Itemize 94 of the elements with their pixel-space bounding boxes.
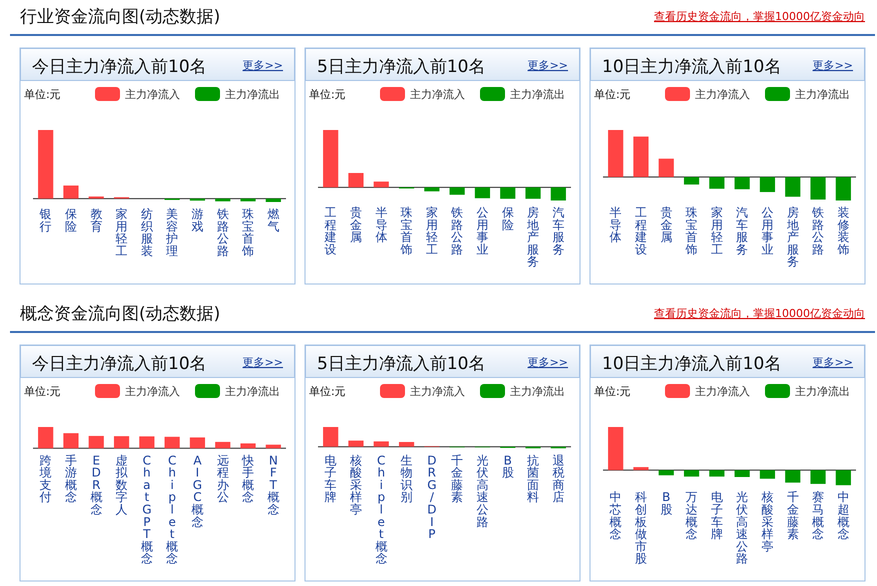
x-tick-label: 家用轻工 — [116, 207, 128, 258]
x-tick-label: 珠宝首饰 — [684, 206, 698, 256]
x-tick-label: 虚拟数字人 — [116, 453, 129, 516]
x-tick-label: 千金藤素 — [786, 490, 799, 542]
x-tick-label: 万达概念 — [686, 490, 698, 542]
legend-label: 主力净流出 — [225, 385, 280, 398]
text: 概念资金流向图(动态数据) — [20, 304, 220, 324]
x-tick-label: 汽车服务 — [552, 206, 564, 256]
text: 单位:元 — [24, 385, 61, 398]
x-tick-label: 中芯概念 — [608, 490, 622, 542]
text: 单位:元 — [594, 385, 631, 398]
text: 更多>> — [528, 59, 568, 72]
legend-label: 主力净流入 — [410, 88, 465, 101]
x-tick-label: 保险 — [502, 206, 514, 232]
x-tick-label: 中超概念 — [837, 490, 850, 542]
x-tick-label: 铁路公路 — [450, 206, 464, 256]
x-tick-label: 房地产服务 — [786, 206, 799, 269]
text: 查看历史资金流向，掌握10000亿资金动向 — [654, 307, 865, 320]
legend-label: 主力净流出 — [510, 88, 565, 101]
x-tick-label: 电子车牌 — [324, 453, 337, 504]
x-tick-label: 铁路公路 — [811, 206, 824, 256]
x-tick-label: AIGC概念 — [191, 453, 204, 529]
text: 单位:元 — [24, 88, 61, 101]
legend-label: 主力净流出 — [225, 88, 280, 101]
x-tick-label: 教育 — [90, 207, 102, 234]
chart-title: 5日主力净流入前10名 — [317, 57, 486, 77]
text: 查看历史资金流向，掌握10000亿资金动向 — [654, 10, 865, 23]
category-label: Chiplet概念 — [166, 453, 178, 566]
text: 更多>> — [812, 356, 853, 369]
x-tick-label: EDR概念 — [90, 453, 102, 516]
text: 更多>> — [528, 356, 568, 369]
text: 更多>> — [812, 59, 853, 72]
chart-title: 5日主力净流入前10名 — [317, 354, 486, 374]
x-tick-label: 光伏高速公路 — [476, 453, 488, 529]
x-tick-label: NFT概念 — [267, 453, 280, 516]
x-tick-label: 公用事业 — [476, 206, 488, 256]
x-tick-label: 珠宝首饰 — [241, 207, 254, 258]
x-tick-label: 装修装饰 — [836, 206, 850, 256]
legend-label: 主力净流入 — [125, 385, 180, 398]
text: 更多>> — [242, 59, 283, 72]
x-tick-label: B股 — [660, 490, 672, 516]
text: 更多>> — [242, 356, 283, 369]
text: 单位:元 — [309, 385, 346, 398]
x-tick-label: 银行 — [38, 207, 52, 234]
x-tick-label: 科创板做市股 — [634, 490, 647, 566]
chart-title: 今日主力净流入前10名 — [32, 354, 207, 374]
x-tick-label: 珠宝首饰 — [400, 206, 413, 256]
text: 行业资金流向图(动态数据) — [20, 7, 220, 27]
x-tick-label: 跨境支付 — [38, 453, 52, 504]
chart-title: 10日主力净流入前10名 — [602, 57, 782, 77]
x-tick-label: 贵金属 — [350, 206, 362, 244]
category-label: Chiplet概念 — [375, 453, 388, 566]
legend-label: 主力净流入 — [410, 385, 465, 398]
x-tick-label: 快手概念 — [241, 453, 254, 504]
legend-label: 主力净流出 — [510, 385, 565, 398]
legend-label: 主力净流出 — [795, 385, 850, 398]
x-tick-label: 家用轻工 — [426, 206, 438, 256]
x-tick-label: 千金藤素 — [451, 453, 464, 504]
x-tick-label: 房地产服务 — [526, 206, 540, 269]
x-tick-label: 工程建设 — [634, 206, 647, 256]
x-tick-label: 公用事业 — [761, 206, 774, 256]
chart-title: 今日主力净流入前10名 — [32, 57, 207, 77]
x-tick-label: 抗菌面料 — [527, 453, 540, 504]
x-tick-label: 手游概念 — [64, 453, 77, 504]
x-tick-label: B股 — [502, 453, 514, 480]
x-tick-label: 半导体 — [610, 206, 622, 244]
x-tick-label: 纺织服装 — [140, 207, 153, 258]
x-tick-label: 核酸采样亭 — [348, 453, 362, 516]
chart-title: 10日主力净流入前10名 — [602, 354, 782, 374]
x-tick-label: 生物识别 — [400, 453, 413, 504]
x-tick-label: 游戏 — [191, 207, 204, 234]
x-tick-label: 美容护理 — [165, 207, 178, 258]
text: 单位:元 — [309, 88, 346, 101]
legend-label: 主力净流入 — [125, 88, 180, 101]
x-tick-label: 燃气 — [267, 207, 280, 234]
x-tick-label: 工程建设 — [324, 206, 337, 256]
x-tick-label: DRG/DIP — [427, 453, 437, 542]
x-tick-label: 贵金属 — [660, 206, 672, 244]
x-tick-label: 家用轻工 — [710, 206, 723, 256]
category-label: ChatGPT概念 — [140, 453, 153, 566]
x-tick-label: 赛马概念 — [812, 490, 824, 542]
x-tick-label: 电子车牌 — [710, 490, 723, 542]
x-tick-label: 汽车服务 — [736, 206, 748, 256]
x-tick-label: 远程办公 — [216, 453, 229, 504]
x-tick-label: 半导体 — [375, 206, 388, 244]
x-tick-label: 保险 — [64, 207, 77, 234]
legend-label: 主力净流出 — [795, 88, 850, 101]
legend-label: 主力净流入 — [695, 88, 750, 101]
x-tick-label: 核酸采样亭 — [760, 490, 774, 554]
x-tick-label: 铁路公路 — [216, 207, 229, 258]
text: 单位:元 — [594, 88, 631, 101]
x-tick-label: 光伏高速公路 — [736, 490, 748, 566]
legend-label: 主力净流入 — [695, 385, 750, 398]
x-tick-label: 退税商店 — [552, 453, 564, 504]
